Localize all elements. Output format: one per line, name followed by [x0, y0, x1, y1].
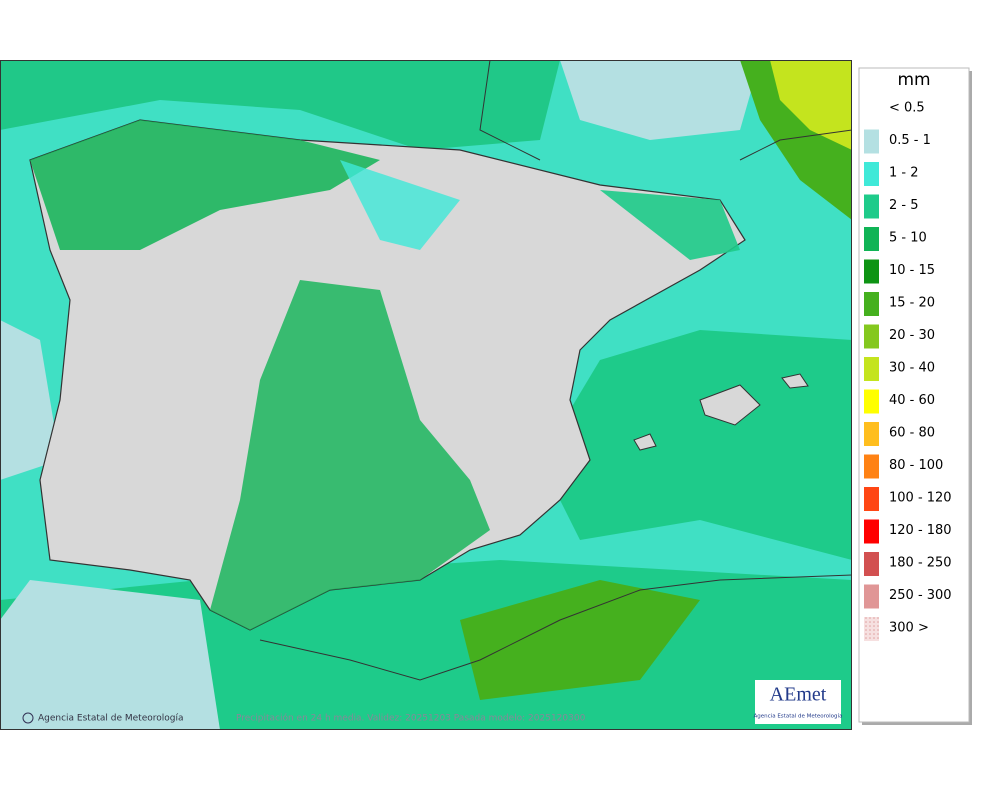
legend-label: 250 - 300	[889, 588, 952, 603]
coastline	[259, 574, 852, 681]
legend-swatch	[864, 519, 879, 544]
legend-label: 0.5 - 1	[889, 133, 931, 148]
coastline	[479, 60, 541, 161]
legend-label: 40 - 60	[889, 393, 935, 408]
legend-label: 15 - 20	[889, 296, 935, 311]
legend-label: 80 - 100	[889, 458, 943, 473]
legend-label: < 0.5	[889, 101, 925, 116]
precip-area	[770, 60, 852, 150]
legend-swatch	[864, 454, 879, 479]
caption: Precipitación en 24 h media. Validez: 20…	[236, 713, 586, 724]
legend-swatch	[864, 584, 879, 609]
legend-swatch	[864, 162, 879, 186]
legend-label: 30 - 40	[889, 361, 935, 376]
island	[633, 433, 657, 451]
legend-swatch	[864, 617, 879, 641]
legend-swatch	[864, 357, 879, 381]
logo-box	[755, 680, 841, 724]
legend-swatch	[864, 389, 879, 414]
legend-swatch	[864, 227, 879, 251]
legend-label: 10 - 15	[889, 263, 935, 278]
precip-area	[0, 60, 560, 150]
precip-area	[560, 60, 760, 140]
logo: AEmet	[770, 684, 827, 706]
legend-label: 180 - 250	[889, 556, 952, 571]
legend-label: 120 - 180	[889, 523, 952, 538]
legend-swatch	[864, 487, 879, 511]
precip-area	[340, 160, 460, 250]
precip-area	[0, 580, 220, 730]
legend-swatch	[864, 194, 879, 219]
credit: Agencia Estatal de Meteorología	[38, 714, 184, 724]
legend-label: 20 - 30	[889, 328, 935, 343]
legend-title: mm	[897, 70, 930, 90]
legend-swatch	[864, 259, 879, 284]
legend-swatch	[864, 292, 879, 316]
legend-label: 100 - 120	[889, 491, 952, 506]
legend-label: 1 - 2	[889, 166, 919, 181]
copyright-icon	[22, 712, 34, 724]
legend-label: 2 - 5	[889, 198, 919, 213]
precip-area	[30, 120, 380, 250]
map	[0, 60, 852, 730]
island	[781, 373, 809, 389]
island	[699, 384, 761, 426]
map-frame	[0, 60, 852, 730]
legend-swatch	[864, 324, 879, 349]
precip-area	[0, 320, 60, 480]
legend-label: 300 >	[889, 621, 929, 636]
precip-area	[460, 580, 700, 700]
legend-label: 60 - 80	[889, 426, 935, 441]
legend-swatch	[864, 129, 879, 154]
precip-area	[600, 190, 740, 260]
legend-label: 5 - 10	[889, 231, 927, 246]
legend-swatch	[864, 552, 879, 576]
coastline	[739, 129, 852, 161]
logo-subtitle: Agencia Estatal de Meteorología	[754, 713, 843, 720]
legend-swatch	[864, 422, 879, 446]
precip-area	[210, 280, 490, 630]
precip-area	[540, 330, 852, 560]
legend-items: < 0.5 0.5 - 1 1 - 2 2 - 5 5 - 10 10 - 15 15 - …	[864, 101, 952, 641]
